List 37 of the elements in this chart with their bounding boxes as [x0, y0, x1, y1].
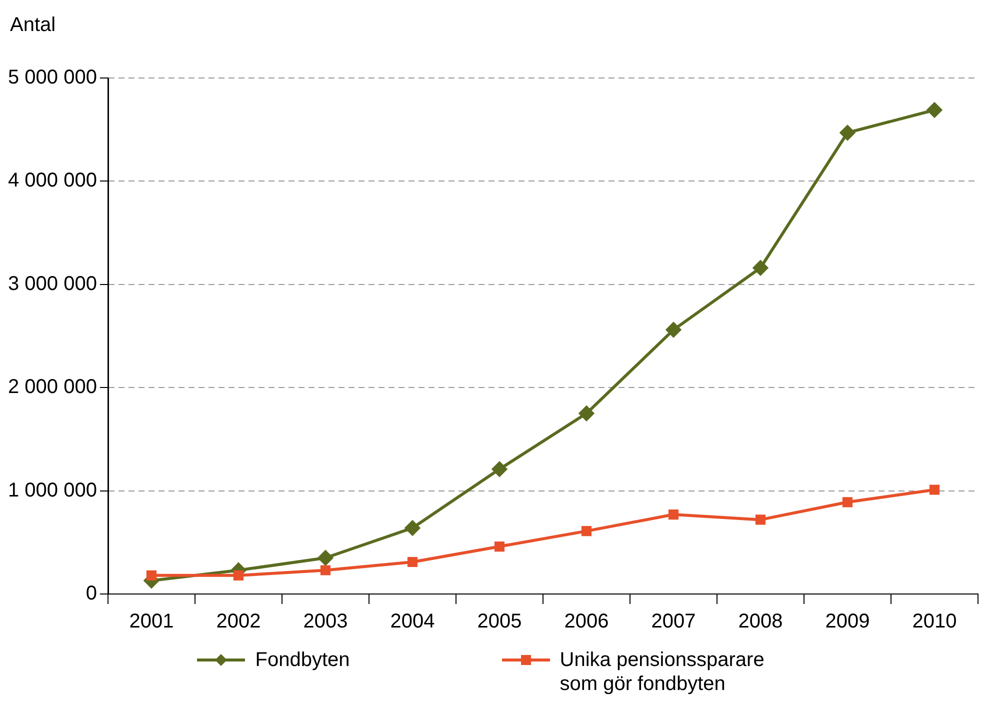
- x-tick-label: 2002: [216, 610, 261, 633]
- y-tick-label: 3 000 000: [8, 272, 97, 295]
- point: [233, 570, 244, 580]
- point: [668, 510, 679, 520]
- x-tick-label: 2008: [738, 610, 783, 633]
- point: [578, 406, 594, 421]
- point: [492, 462, 507, 477]
- y-tick-label: 2 000 000: [8, 376, 97, 398]
- point: [407, 556, 418, 568]
- x-tick-label: 2007: [651, 610, 696, 633]
- point: [404, 520, 420, 536]
- point: [929, 484, 940, 495]
- x-tick-label: 2001: [129, 610, 174, 633]
- legend-label: Fondbyten: [255, 648, 350, 672]
- y-axis-title: Antal: [10, 14, 56, 37]
- point: [581, 526, 592, 536]
- x-tick-label: 2003: [303, 610, 348, 633]
- legend-label: Unika pensionssparare som gör fondbyten: [560, 648, 766, 696]
- point: [842, 497, 853, 508]
- point: [840, 125, 855, 140]
- point: [752, 260, 768, 276]
- point: [318, 550, 333, 566]
- y-tick-label: 4 000 000: [8, 170, 97, 192]
- y-tick-label: 5 000 000: [8, 66, 97, 89]
- point: [666, 322, 681, 338]
- point: [494, 541, 505, 552]
- x-tick-label: 2009: [825, 610, 870, 633]
- point: [146, 570, 157, 580]
- point: [755, 514, 766, 525]
- x-tick-label: 2010: [912, 610, 957, 633]
- y-tick-label: 0: [86, 582, 97, 605]
- x-tick-label: 2005: [477, 610, 522, 633]
- x-tick-label: 2006: [564, 610, 609, 633]
- point: [927, 102, 942, 118]
- point: [320, 565, 331, 576]
- x-tick-label: 2004: [390, 610, 435, 633]
- y-tick-label: 1 000 000: [8, 479, 97, 502]
